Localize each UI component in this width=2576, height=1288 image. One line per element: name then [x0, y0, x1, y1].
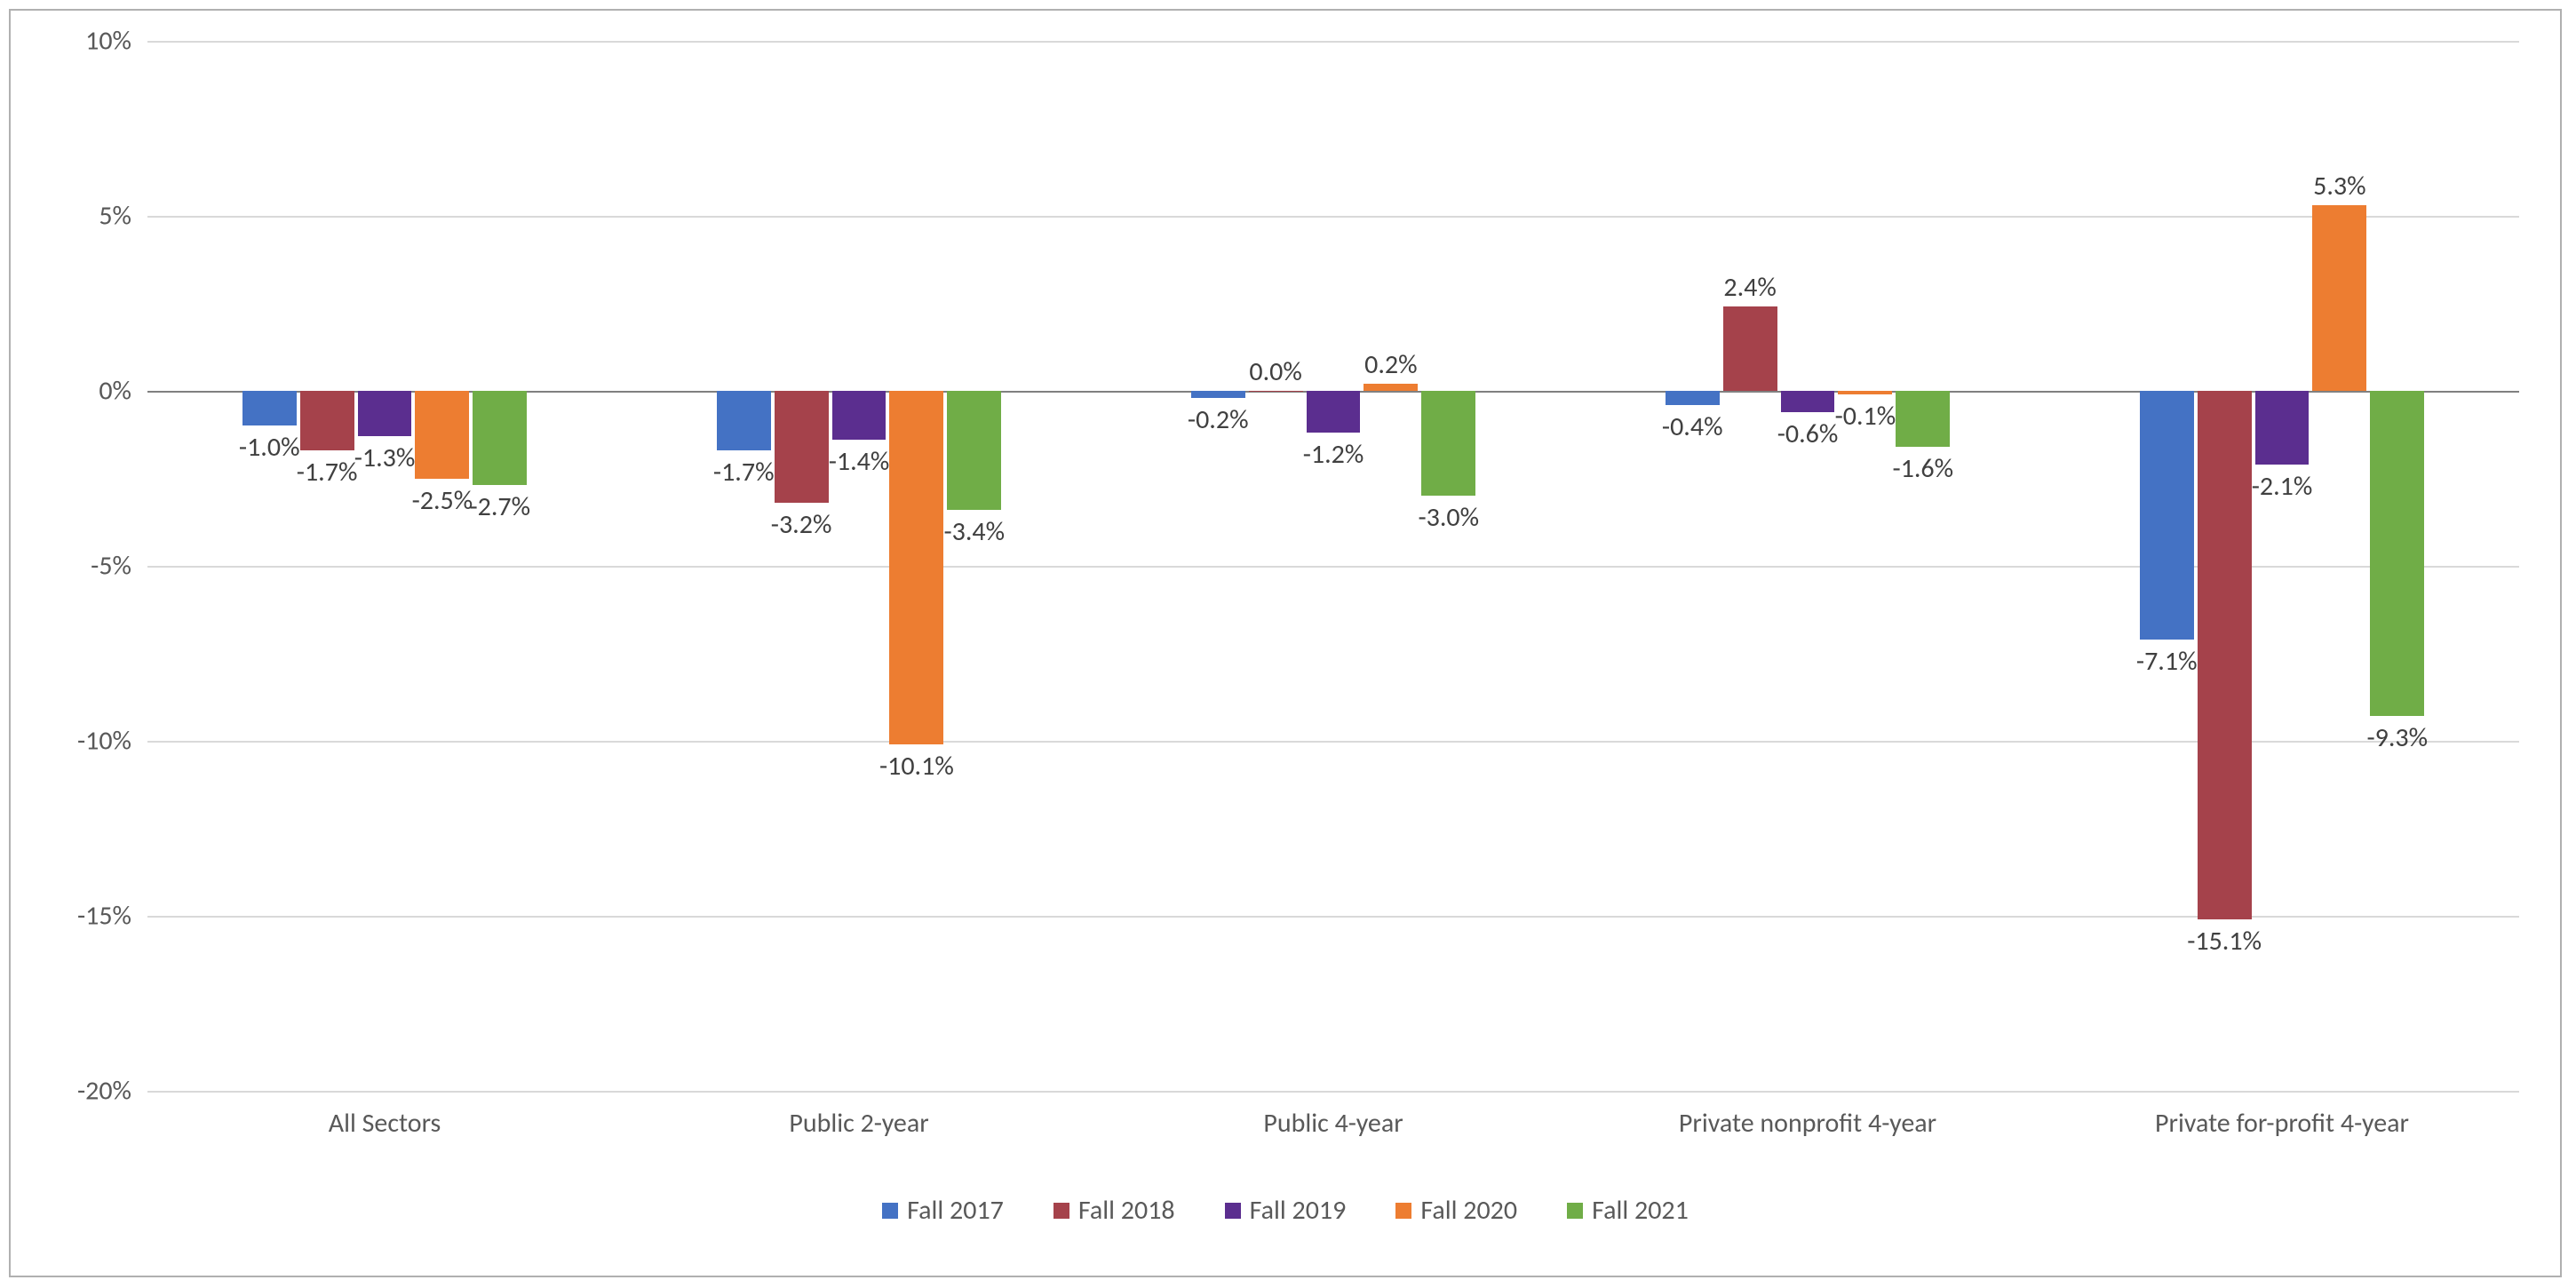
legend-swatch: [1225, 1203, 1241, 1219]
bar: [1896, 391, 1950, 447]
legend: Fall 2017 Fall 2018 Fall 2019 Fall 2020 Fall…: [11, 1194, 2560, 1227]
plot-area: 10%5%0%-5%-10%-15%-20%All Sectors-1.0%-1…: [147, 41, 2519, 1091]
x-category-label: Public 2-year: [789, 1091, 928, 1140]
legend-label: Fall 2017: [907, 1194, 1004, 1227]
y-tick-label: 0%: [99, 375, 147, 408]
y-tick-label: 5%: [99, 200, 147, 233]
bar-value-label: -3.0%: [1418, 501, 1479, 534]
bar-value-label: -1.0%: [239, 431, 300, 464]
gridline: [147, 741, 2519, 743]
bar: [717, 391, 771, 450]
bar-value-label: -1.3%: [354, 441, 416, 474]
y-tick-label: -5%: [91, 550, 147, 583]
legend-item: Fall 2018: [1053, 1194, 1175, 1227]
bar: [1249, 391, 1303, 392]
bar: [2198, 391, 2252, 919]
legend-label: Fall 2018: [1078, 1194, 1175, 1227]
bar: [1421, 391, 1475, 496]
bar-value-label: -0.1%: [1835, 400, 1896, 433]
bar-value-label: -10.1%: [879, 750, 954, 783]
bar-value-label: -0.4%: [1662, 410, 1723, 443]
gridline: [147, 41, 2519, 43]
bar: [473, 391, 527, 485]
bar: [242, 391, 297, 425]
x-category-label: Private for-profit 4-year: [2155, 1091, 2409, 1140]
bar: [2255, 391, 2310, 465]
bar: [300, 391, 354, 450]
legend-swatch: [1567, 1203, 1583, 1219]
bar-value-label: -15.1%: [2187, 925, 2262, 958]
bar-value-label: -3.2%: [771, 508, 832, 541]
bar: [2370, 391, 2424, 716]
y-tick-label: -15%: [77, 900, 147, 933]
legend-label: Fall 2019: [1250, 1194, 1347, 1227]
legend-swatch: [882, 1203, 898, 1219]
legend-swatch: [1395, 1203, 1411, 1219]
bar: [775, 391, 829, 503]
x-category-label: Public 4-year: [1263, 1091, 1403, 1140]
x-category-label: All Sectors: [329, 1091, 441, 1140]
bar: [947, 391, 1001, 510]
bar-value-label: 5.3%: [2313, 170, 2365, 203]
bar-value-label: 0.0%: [1249, 355, 1301, 388]
bar: [415, 391, 469, 479]
bar-value-label: 0.2%: [1364, 348, 1417, 381]
legend-label: Fall 2020: [1420, 1194, 1517, 1227]
legend-item: Fall 2019: [1225, 1194, 1347, 1227]
bar-value-label: -9.3%: [2366, 721, 2428, 754]
chart-frame: 10%5%0%-5%-10%-15%-20%All Sectors-1.0%-1…: [9, 9, 2562, 1277]
bar-value-label: -2.5%: [412, 484, 473, 517]
bar: [1838, 391, 1892, 394]
bar: [832, 391, 886, 440]
bar-value-label: -2.7%: [469, 490, 530, 523]
legend-label: Fall 2021: [1592, 1194, 1689, 1227]
bar-value-label: -1.2%: [1303, 438, 1364, 471]
bar-value-label: -1.7%: [713, 456, 775, 489]
bar: [2312, 205, 2366, 391]
bar-value-label: -7.1%: [2136, 645, 2198, 678]
bar: [358, 391, 412, 436]
bar: [1307, 391, 1361, 433]
y-tick-label: -20%: [77, 1075, 147, 1108]
gridline: [147, 216, 2519, 218]
bar-value-label: -1.6%: [1892, 452, 1953, 485]
bar-value-label: -1.4%: [829, 445, 890, 478]
bar-value-label: -0.6%: [1777, 417, 1839, 450]
legend-item: Fall 2021: [1567, 1194, 1689, 1227]
bar: [1191, 391, 1245, 398]
bar: [1364, 384, 1418, 391]
gridline: [147, 916, 2519, 918]
legend-swatch: [1053, 1203, 1069, 1219]
bar-value-label: -3.4%: [943, 515, 1005, 548]
bar: [2140, 391, 2194, 640]
legend-item: Fall 2017: [882, 1194, 1004, 1227]
bar: [889, 391, 943, 744]
x-category-label: Private nonprofit 4-year: [1679, 1091, 1936, 1140]
bar: [1781, 391, 1835, 412]
bar-value-label: -0.2%: [1188, 403, 1249, 436]
bar-value-label: -2.1%: [2252, 470, 2313, 503]
bar: [1666, 391, 1720, 405]
legend-item: Fall 2020: [1395, 1194, 1517, 1227]
bar-value-label: -1.7%: [297, 456, 358, 489]
y-tick-label: 10%: [85, 25, 147, 58]
bar-value-label: 2.4%: [1723, 271, 1776, 304]
bar: [1723, 306, 1777, 391]
y-tick-label: -10%: [77, 725, 147, 758]
